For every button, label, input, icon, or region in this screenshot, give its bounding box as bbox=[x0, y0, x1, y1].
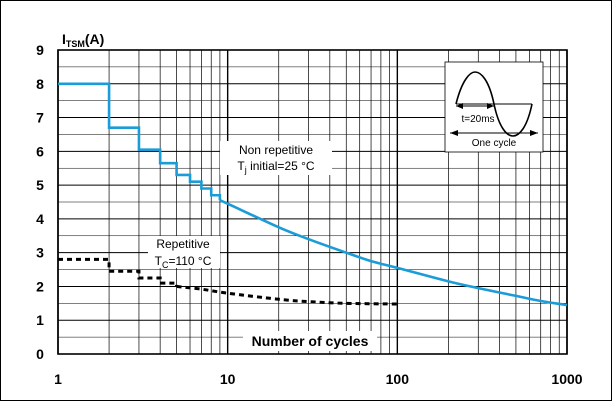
t20-arrow-right bbox=[487, 103, 494, 109]
y-tick-label: 4 bbox=[36, 211, 44, 227]
y-tick-label: 5 bbox=[36, 177, 44, 193]
t20-label: t=20ms bbox=[461, 114, 494, 125]
repetitive-curve-line bbox=[176, 284, 398, 306]
non-repetitive-step-line bbox=[58, 82, 222, 201]
x-axis-label: Number of cycles bbox=[252, 333, 369, 349]
y-tick-label: 1 bbox=[36, 312, 44, 328]
x-axis-label-bg bbox=[243, 331, 377, 351]
y-tick-label: 7 bbox=[36, 110, 44, 126]
non-repetitive-curve-line bbox=[219, 199, 568, 307]
non-repetitive-label-bg bbox=[220, 141, 332, 175]
repetitive-step-line bbox=[58, 257, 179, 287]
x-tick-label: 1000 bbox=[551, 371, 582, 387]
repetitive-label: Repetitive bbox=[156, 237, 210, 251]
non-repetitive-condition: Tj initial=25 °C bbox=[237, 159, 315, 175]
y-axis-label: ITSM(A) bbox=[62, 31, 104, 49]
x-tick-label: 1 bbox=[54, 371, 62, 387]
y-tick-label: 3 bbox=[36, 245, 44, 261]
non-repetitive-label: Non repetitive bbox=[239, 143, 313, 157]
t20-arrow-left bbox=[456, 103, 463, 109]
series bbox=[58, 82, 568, 307]
one-cycle-label: One cycle bbox=[472, 138, 517, 149]
plot-area-border bbox=[57, 49, 568, 355]
repetitive-condition: TC=110 °C bbox=[155, 254, 212, 270]
x-tick-label: 10 bbox=[220, 371, 236, 387]
x-tick-label: 100 bbox=[386, 371, 410, 387]
y-tick-label: 0 bbox=[36, 346, 44, 362]
y-tick-label: 6 bbox=[36, 143, 44, 159]
cycle-arrow-left bbox=[450, 130, 458, 136]
y-tick-label: 9 bbox=[36, 42, 44, 58]
sine-wave-inset: t=20ms One cycle bbox=[444, 61, 544, 153]
cycle-arrow-right bbox=[530, 130, 538, 136]
y-tick-label: 2 bbox=[36, 278, 44, 294]
y-tick-label: 8 bbox=[36, 76, 44, 92]
repetitive-label-bg bbox=[148, 236, 220, 268]
